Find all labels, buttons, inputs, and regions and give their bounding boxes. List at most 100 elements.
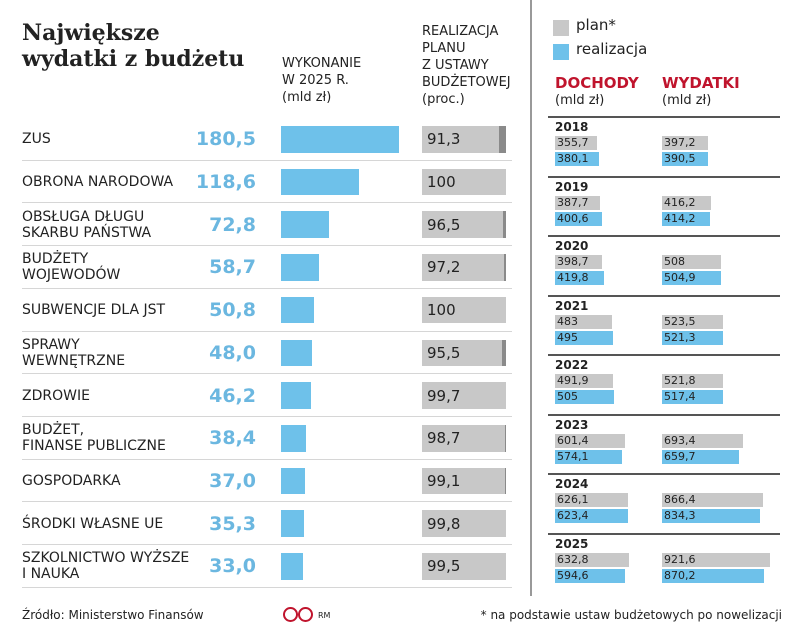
percent-bar xyxy=(422,553,506,580)
percent-bar xyxy=(422,168,506,196)
legend-swatch xyxy=(553,44,569,60)
bar xyxy=(281,339,313,367)
percent-label: 91,3 xyxy=(427,130,461,149)
row-separator xyxy=(22,415,512,417)
bar-label: 398,7 xyxy=(557,255,589,268)
bar xyxy=(662,552,770,567)
year-separator xyxy=(548,175,780,178)
bar xyxy=(555,433,626,448)
bar xyxy=(555,211,602,226)
bar-label: 390,5 xyxy=(664,152,696,165)
bar-label: 659,7 xyxy=(664,449,696,463)
bar-label: 504,9 xyxy=(664,271,696,284)
bar-label: 505 xyxy=(557,390,578,403)
bar-label: 921,6 xyxy=(664,552,696,566)
group-title: DOCHODY xyxy=(555,74,639,92)
row-separator xyxy=(22,245,512,247)
percent-label: 99,5 xyxy=(427,557,461,576)
year-separator xyxy=(548,473,780,475)
legend-label: plan* xyxy=(576,16,616,34)
bar-label: 834,3 xyxy=(664,509,696,522)
category-label: ZUS xyxy=(22,131,51,148)
category-label: OBRONA NARODOWA xyxy=(22,174,174,191)
bar xyxy=(662,390,723,404)
category-label: SPRAWY WEWNĘTRZNE xyxy=(22,336,126,369)
row-separator xyxy=(22,458,512,460)
bar-label: 495 xyxy=(557,330,578,344)
row-separator xyxy=(22,373,512,375)
bar xyxy=(662,255,722,269)
bar-label: 508 xyxy=(664,255,685,268)
bar xyxy=(555,552,630,567)
percent-label: 95,5 xyxy=(427,343,461,362)
column-header: REALIZACJA PLANU Z USTAWY BUDŻETOWEJ (pr… xyxy=(422,24,511,107)
bar-label: 517,4 xyxy=(664,390,696,403)
year-label: 2023 xyxy=(555,417,589,432)
value-label: 35,3 xyxy=(209,512,256,535)
bar xyxy=(281,553,303,580)
category-label: OBSŁUGA DŁUGU SKARBU PAŃSTWA xyxy=(22,208,152,241)
group-unit: (mld zł) xyxy=(555,93,605,108)
bar xyxy=(555,493,629,507)
bar xyxy=(555,330,613,345)
bar xyxy=(662,314,724,329)
bar-label: 601,4 xyxy=(557,433,589,447)
bar-label: 416,2 xyxy=(664,195,696,209)
category-label: SZKOLNICTWO WYŻSZE I NAUKA xyxy=(22,550,190,583)
bar xyxy=(281,211,329,239)
year-separator xyxy=(548,532,780,535)
percent-bar xyxy=(422,424,505,452)
percent-bar xyxy=(422,254,504,281)
source: Źródło: Ministerstwo Finansów xyxy=(22,608,204,622)
bar xyxy=(281,467,306,495)
bar-label: 521,8 xyxy=(664,374,696,387)
bar xyxy=(662,195,711,210)
divider xyxy=(530,0,532,596)
row-separator xyxy=(22,586,512,588)
logo-text: RM xyxy=(318,611,331,620)
bar xyxy=(555,449,623,464)
percent-label: 98,7 xyxy=(427,429,461,448)
bar-label: 870,2 xyxy=(664,568,696,582)
year-separator xyxy=(548,294,780,297)
bar-label: 693,4 xyxy=(664,433,696,447)
row-separator xyxy=(22,501,512,503)
bar-label: 387,7 xyxy=(557,195,589,209)
bar-label: 414,2 xyxy=(664,211,696,225)
bar xyxy=(281,510,305,537)
percent-label: 97,2 xyxy=(427,258,461,277)
bar xyxy=(662,330,723,345)
bar xyxy=(281,254,320,281)
bar xyxy=(555,390,615,404)
row-separator xyxy=(22,287,512,289)
category-label: GOSPODARKA xyxy=(22,472,121,489)
bar-label: 523,5 xyxy=(664,314,696,328)
value-label: 48,0 xyxy=(209,341,256,364)
category-label: ŚRODKI WŁASNE UE xyxy=(22,515,164,532)
bar xyxy=(281,126,399,153)
bar xyxy=(281,168,359,196)
bar xyxy=(555,314,612,329)
year-separator xyxy=(548,116,780,118)
bar xyxy=(662,152,708,166)
percent-bar xyxy=(422,296,506,324)
percent-bar xyxy=(422,510,506,537)
bar-label: 626,1 xyxy=(557,493,589,506)
bar xyxy=(555,152,600,166)
bar xyxy=(662,136,709,150)
bar-label: 380,1 xyxy=(557,152,589,165)
bar-label: 623,4 xyxy=(557,509,589,522)
year-label: 2018 xyxy=(555,120,589,134)
bar xyxy=(662,568,764,583)
year-separator xyxy=(548,354,780,356)
year-separator xyxy=(548,235,780,237)
column-header: WYKONANIE W 2025 R. (mld zł) xyxy=(282,56,362,105)
category-label: BUDŻETY WOJEWODÓW xyxy=(22,251,121,284)
bar-label: 594,6 xyxy=(557,568,589,582)
group-title: WYDATKI xyxy=(662,74,740,92)
value-label: 33,0 xyxy=(209,555,256,578)
category-label: BUDŻET, FINANSE PUBLICZNE xyxy=(22,422,166,455)
bar-label: 483 xyxy=(557,314,578,328)
value-label: 46,2 xyxy=(209,384,256,407)
